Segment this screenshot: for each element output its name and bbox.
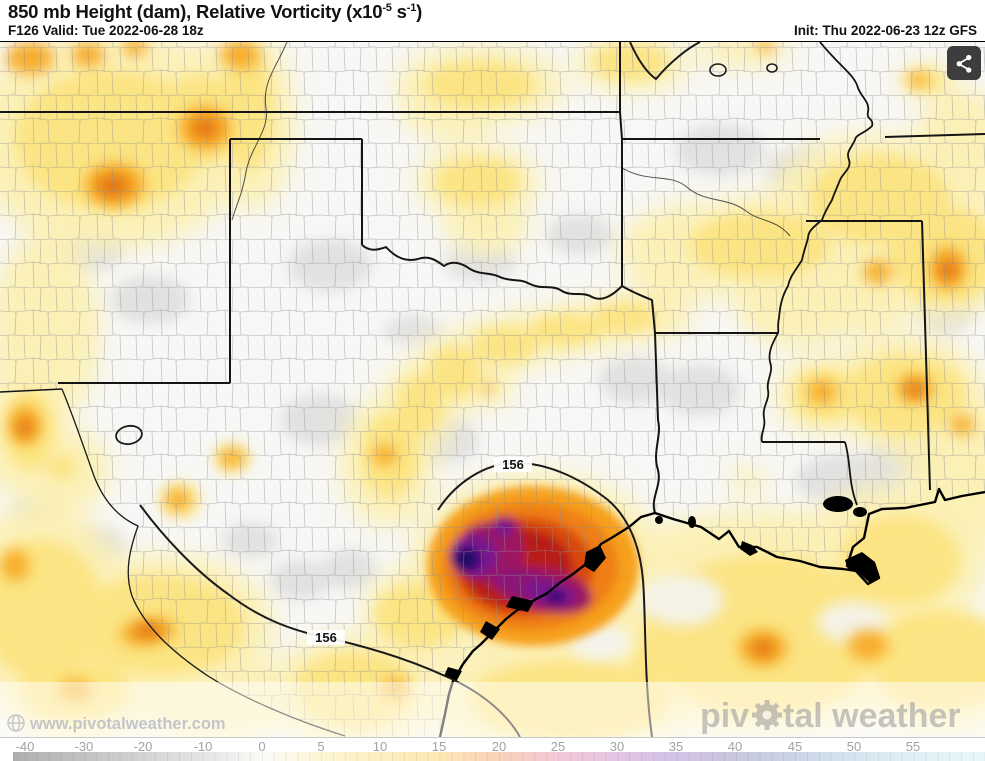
logo-text-piv: piv xyxy=(700,697,749,735)
coastline xyxy=(438,487,985,738)
colorbar-tick: -10 xyxy=(193,739,213,754)
logo-text-tal-weather: tal weather xyxy=(783,697,961,735)
colorbar-tick: -40 xyxy=(15,739,35,754)
state-borders xyxy=(0,41,985,514)
contour-label-156-b: 156 xyxy=(315,630,337,645)
rivers xyxy=(231,41,791,237)
share-button[interactable] xyxy=(947,46,981,80)
colorbar-tick: 25 xyxy=(550,739,566,754)
meta-line: F126 Valid: Tue 2022-06-28 18z Init: Thu… xyxy=(8,23,977,38)
colorbar-tick: 0 xyxy=(258,739,266,754)
watermark-url: www.pivotalweather.com xyxy=(29,715,226,733)
share-icon xyxy=(956,54,972,73)
contour-label-156-a: 156 xyxy=(502,457,524,472)
colorbar-tick: 15 xyxy=(431,739,447,754)
init-time-label: Init: Thu 2022-06-23 12z GFS xyxy=(793,23,977,38)
weather-map-svg: 156 156 www.pivotalweather.com piv xyxy=(0,30,985,755)
colorbar-tick: -30 xyxy=(74,739,94,754)
watermark: www.pivotalweather.com xyxy=(7,714,226,733)
colorbar-tick: 45 xyxy=(787,739,803,754)
colorbar-tick: 5 xyxy=(317,739,325,754)
colorbar-tick: 40 xyxy=(727,739,743,754)
page-title: 850 mb Height (dam), Relative Vorticity … xyxy=(8,1,423,22)
colorbar-legend: -40 -30 -20 -10 0 5 10 15 20 25 30 35 40… xyxy=(0,737,985,761)
colorbar-tick: 50 xyxy=(846,739,862,754)
contour-labels: 156 156 xyxy=(307,457,532,645)
valid-time-label: F126 Valid: Tue 2022-06-28 18z xyxy=(8,23,204,38)
brand-logo: piv tal weather xyxy=(700,697,961,735)
globe-icon xyxy=(7,714,25,732)
map-canvas: 156 156 www.pivotalweather.com piv xyxy=(0,30,985,755)
colorbar-tick: -20 xyxy=(133,739,153,754)
colorbar-tick: 30 xyxy=(609,739,625,754)
colorbar-tick: 10 xyxy=(372,739,388,754)
colorbar-tick: 55 xyxy=(905,739,921,754)
header: 850 mb Height (dam), Relative Vorticity … xyxy=(0,0,985,42)
gear-icon xyxy=(752,700,782,730)
colorbar-tick: 35 xyxy=(668,739,684,754)
watermark-strip xyxy=(0,682,985,737)
colorbar-gradient xyxy=(13,752,985,761)
colorbar-tick: 20 xyxy=(491,739,507,754)
